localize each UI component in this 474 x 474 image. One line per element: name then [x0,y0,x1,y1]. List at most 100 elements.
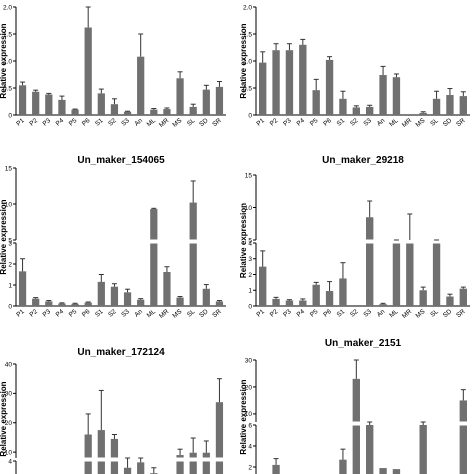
bar [312,284,320,306]
x-tick-label: P2 [269,308,280,319]
y-tick-label: 6 [248,422,252,429]
y-tick-label: 10 [5,449,13,456]
y-tick-label: 1 [8,282,12,289]
bar [379,468,387,474]
panel-2: Un_maker_154065 Relative expression 0 1 2 35 1… [0,155,226,320]
x-tick-label: SR [211,117,223,128]
bar [58,99,66,115]
x-tick-label: P1 [15,117,26,128]
x-tick-label: P4 [55,308,66,319]
x-tick-label: MS [171,117,183,129]
x-tick-label: SR [455,117,467,128]
x-tick-label: SL [429,308,440,319]
x-tick-label: S2 [107,117,118,128]
y-tick-label: 2 [8,261,12,268]
bar [110,104,119,115]
bar-break [431,239,442,244]
bar [446,95,454,115]
y-tick-label: 4 [248,443,252,450]
x-tick-label: P6 [322,308,333,319]
y-tick-label: 2.0 [243,4,252,11]
x-tick-label: S3 [362,117,373,128]
bar [339,278,347,306]
x-tick-label: P6 [322,117,333,128]
x-tick-label: S3 [120,308,131,319]
bar [71,109,79,115]
bar [137,462,145,474]
bar [163,109,171,115]
bar [176,78,184,115]
x-tick-label: MS [415,308,427,320]
bar-break [109,457,120,462]
bar [110,286,119,306]
bar [339,98,347,115]
bar-break [391,239,402,244]
y-tick-label: 3 [8,240,12,247]
panel-title: Un_maker_172124 [77,347,165,358]
bar [272,464,280,474]
x-tick-label: P5 [68,117,79,128]
bar-break [214,457,225,462]
bar [123,292,132,306]
y-tick-label: 30 [5,391,13,398]
x-tick-label: P3 [42,308,53,319]
y-tick-label: 4 [248,240,252,247]
bar [150,109,158,115]
bar [459,96,467,115]
bar [379,304,387,306]
bar [163,271,171,306]
bar [392,240,401,306]
bar [215,86,224,115]
panel-title: Un_maker_2151 [325,338,402,349]
y-tick-label: 2 [248,272,252,279]
x-tick-label: MR [401,308,413,320]
x-tick-label: P5 [309,308,320,319]
y-tick-label: 0 [8,112,12,119]
bar [459,400,467,474]
x-tick-label: ML [388,117,400,128]
x-tick-label: P3 [282,117,293,128]
bar [202,288,210,306]
y-tick-label: 1.5 [3,31,12,38]
bar [71,303,79,306]
x-tick-label: MR [158,308,170,320]
x-tick-label: MR [401,117,413,129]
panel-5: Un_maker_2151 Relative expression 2 4 6 10 20 3… [239,338,468,474]
bar [259,62,267,115]
bar [58,303,66,306]
bar-break [365,239,375,244]
bar [392,469,401,474]
panel-title: Un_maker_29218 [322,155,404,166]
bar-break [351,421,361,426]
x-tick-label: S2 [107,308,118,319]
y-axis-label: Relative expression [239,23,248,98]
y-tick-label: 5 [248,237,252,244]
bar [406,240,414,306]
bar [259,266,267,306]
bar [366,425,374,474]
bar-break [149,239,159,244]
x-tick-label: ML [146,117,158,128]
bar [325,291,334,306]
y-tick-label: 30 [245,357,253,364]
bar [366,217,374,306]
x-tick-label: P5 [309,117,320,128]
bar [202,89,210,115]
bar [176,297,184,306]
bar [432,98,441,115]
x-tick-label: P4 [55,117,66,128]
y-tick-label: 5 [8,237,12,244]
bar [123,467,132,474]
x-tick-label: P3 [282,308,293,319]
bar [419,425,427,474]
bar [459,288,467,306]
y-tick-label: 10 [5,201,13,208]
x-tick-label: P2 [269,117,280,128]
bar [272,298,280,306]
bar [366,106,374,115]
bar-break [96,457,106,462]
y-axis-label: Relative expression [239,203,248,278]
bar [189,452,197,474]
x-tick-label: An [376,308,387,319]
bar [189,106,197,115]
